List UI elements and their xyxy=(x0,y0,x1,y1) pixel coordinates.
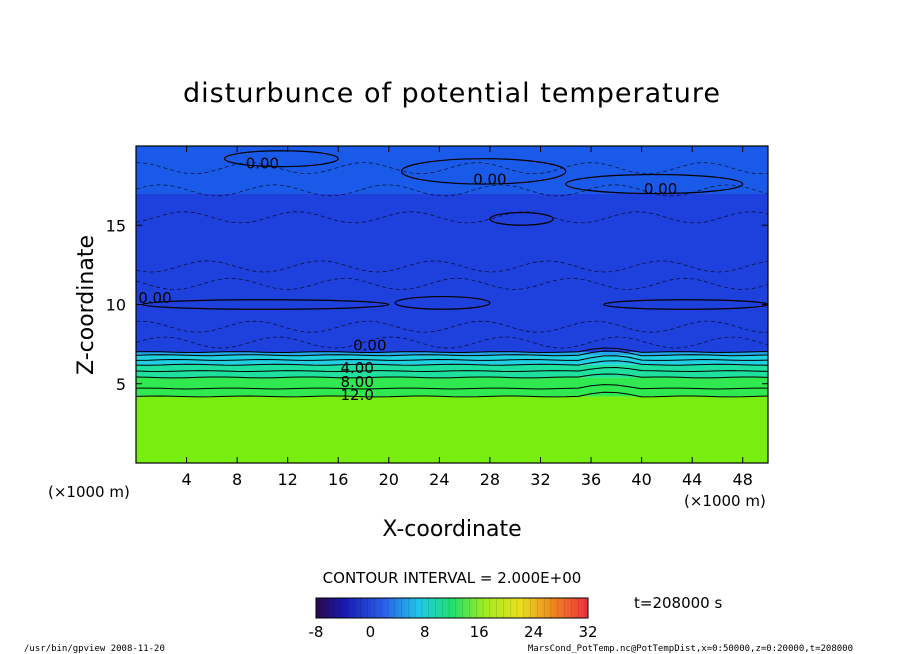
x-tick-label: 32 xyxy=(530,470,550,489)
contour-line-solid-6 xyxy=(136,350,768,357)
contour-line-dashed-2 xyxy=(136,277,768,290)
contour-label: 0.00 xyxy=(473,170,506,188)
contour-line-solid-3 xyxy=(136,366,768,373)
field-band-5 xyxy=(136,193,768,353)
contour-line-dashed-0 xyxy=(136,336,768,349)
zero-contour-loop-1 xyxy=(394,295,491,310)
contour-label: 0.00 xyxy=(353,337,386,355)
x-tick-label: 16 xyxy=(328,470,348,489)
zero-contour-loop-4 xyxy=(400,158,567,185)
field-band-6 xyxy=(136,146,768,194)
x-tick-label: 4 xyxy=(181,470,191,489)
x-tick-label: 48 xyxy=(733,470,753,489)
y-tick-label: 15 xyxy=(106,216,126,235)
colorbar-tick-label: 24 xyxy=(524,623,543,641)
field-band-0 xyxy=(136,396,768,463)
colorbar-tick-label: 16 xyxy=(470,623,489,641)
x-axis-label: X-coordinate xyxy=(382,517,521,542)
colorbar-tick-label: 32 xyxy=(578,623,597,641)
footer-left: /usr/bin/gpview 2008-11-20 xyxy=(24,644,165,654)
y-tick-label: 5 xyxy=(116,375,126,394)
zero-contour-loop-0 xyxy=(141,299,390,310)
contour-line-dashed-5 xyxy=(136,184,768,197)
x-tick-label: 12 xyxy=(278,470,298,489)
contour-line-dashed-3 xyxy=(136,260,768,273)
contour-label: 12.0 xyxy=(340,386,373,404)
x-tick-label: 36 xyxy=(581,470,601,489)
y-axis-label: Z-coordinate xyxy=(74,235,99,375)
contour-line-dashed-6 xyxy=(136,162,768,175)
x-tick-label: 20 xyxy=(379,470,399,489)
time-label: t=208000 s xyxy=(634,594,722,612)
x-tick-label: 8 xyxy=(232,470,242,489)
chart-title: disturbunce of potential temperature xyxy=(183,78,721,109)
contour-label: 0.00 xyxy=(644,180,677,198)
zero-contour-loop-3 xyxy=(223,150,339,168)
x-unit-left: (×1000 m) xyxy=(48,483,130,501)
colorbar-tick-label: 8 xyxy=(420,623,430,641)
contour-line-solid-2 xyxy=(136,373,768,379)
footer-right: MarsCond_PotTemp.nc@PotTempDist,x=0:5000… xyxy=(528,644,853,654)
contour-label: 0.00 xyxy=(138,289,171,307)
field-band-1 xyxy=(136,377,768,397)
colorbar-tick-label: 0 xyxy=(366,623,376,641)
contour-lines xyxy=(136,150,768,398)
colorbar-tick-label: -8 xyxy=(309,623,324,641)
x-tick-label: 44 xyxy=(682,470,702,489)
contour-line-solid-1 xyxy=(136,384,768,390)
plot-area xyxy=(136,146,768,463)
colorbar: -8 0 8 16 24 32 xyxy=(309,597,598,641)
x-tick-label: 40 xyxy=(631,470,651,489)
zero-contour-loop-5 xyxy=(565,173,744,195)
colorbar-grid xyxy=(316,598,588,618)
contour-line-solid-7 xyxy=(136,347,768,354)
contour-line-solid-0 xyxy=(136,391,768,398)
zero-contour-loop-2 xyxy=(603,299,768,310)
colorbar-frame xyxy=(315,597,589,619)
contour-line-dashed-1 xyxy=(136,320,768,333)
contour-line-solid-5 xyxy=(136,355,768,361)
y-tick-label: 10 xyxy=(106,296,126,315)
field-band-4 xyxy=(136,352,768,356)
contour-line-solid-4 xyxy=(136,360,768,366)
contour-label: 4.00 xyxy=(340,359,373,377)
x-unit-right: (×1000 m) xyxy=(684,492,766,510)
contour-label: 0.00 xyxy=(246,154,279,172)
x-tick-label: 24 xyxy=(429,470,449,489)
contour-line-dashed-4 xyxy=(136,211,768,224)
zero-contour-loop-6 xyxy=(489,211,554,226)
contour-label: 8.00 xyxy=(340,373,373,391)
x-tick-label: 28 xyxy=(480,470,500,489)
contour-interval-label: CONTOUR INTERVAL = 2.000E+00 xyxy=(323,569,582,587)
